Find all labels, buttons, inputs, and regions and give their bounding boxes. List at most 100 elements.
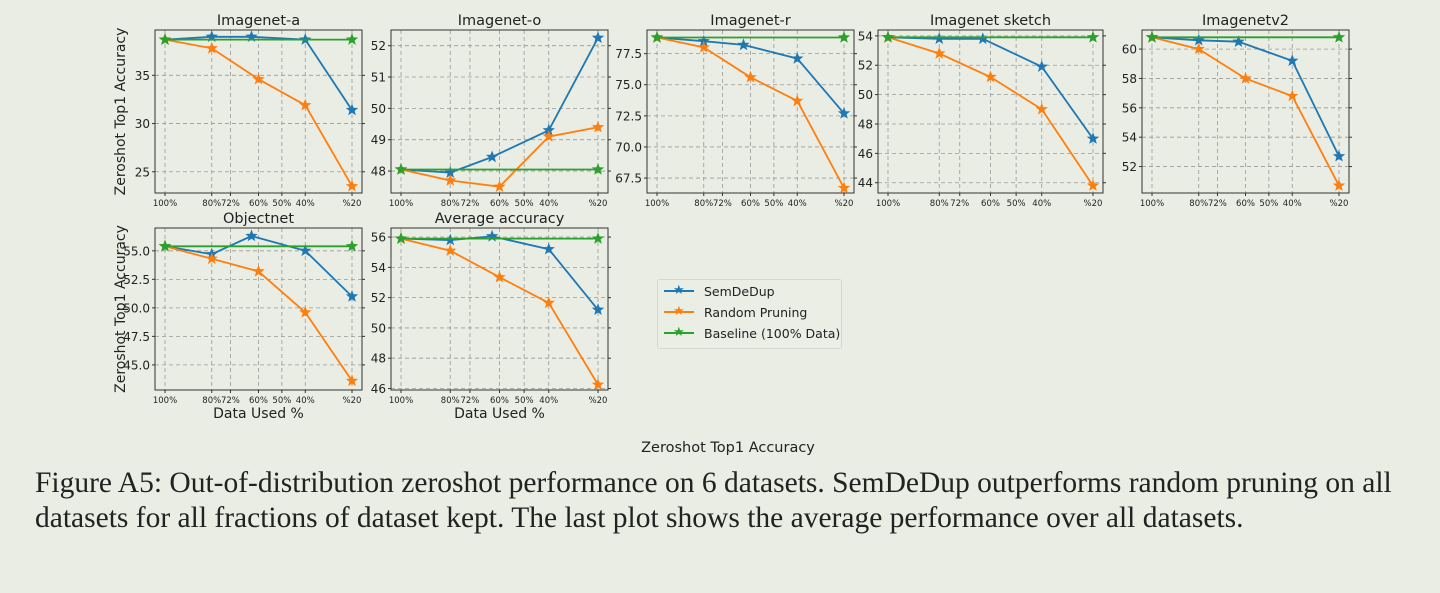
- data-point-semdedup: [1192, 33, 1205, 46]
- x-tick-label: 80%: [202, 396, 221, 406]
- data-point-semdedup: [542, 242, 555, 255]
- data-point-random-pruning: [345, 374, 359, 387]
- data-point-random-pruning: [1086, 179, 1100, 191]
- x-tick-label: 100%: [389, 199, 413, 209]
- data-point-random-pruning: [591, 378, 605, 390]
- x-axis-label: Data Used %: [454, 406, 545, 422]
- x-tick-label: 60%: [249, 396, 268, 406]
- subplot-title: Imagenet sketch: [930, 13, 1051, 29]
- y-tick-label: 52: [858, 59, 873, 73]
- y-tick-label: 52.5: [123, 273, 150, 287]
- chart-grid: 100% 80% 72% 60% 50% 40% %20253035Imagenet-aZe…: [113, 13, 1352, 422]
- x-tick-label: 72%: [713, 199, 732, 209]
- x-tick-label: 80%: [441, 396, 460, 406]
- x-tick-label: 80%: [1189, 199, 1208, 209]
- data-point-baseline-100-data-: [394, 232, 408, 244]
- legend-item-semdedup: ★ SemDeDup: [664, 281, 841, 301]
- y-tick-label: 50.0: [123, 301, 150, 315]
- data-point-random-pruning: [1286, 89, 1299, 102]
- subplot-title: Imagenet-o: [458, 13, 542, 29]
- data-point-random-pruning: [299, 305, 312, 318]
- y-tick-label: 44: [858, 176, 873, 190]
- x-tick-label: 80%: [694, 199, 713, 209]
- x-tick-label: 72%: [221, 199, 240, 209]
- data-point-random-pruning: [444, 174, 457, 186]
- y-tick-label: 47.5: [123, 330, 150, 344]
- data-point-semdedup: [245, 30, 258, 42]
- data-point-random-pruning: [345, 179, 359, 192]
- data-point-semdedup: [1086, 132, 1100, 144]
- plot-frame: [646, 29, 855, 194]
- data-point-random-pruning: [1192, 42, 1205, 55]
- y-tick-label: 35: [135, 69, 150, 83]
- y-tick-label: 54: [371, 261, 386, 275]
- data-point-semdedup: [345, 290, 359, 302]
- data-point-random-pruning: [1332, 179, 1346, 191]
- y-tick-label: 25: [135, 165, 150, 179]
- y-tick-label: 48: [371, 165, 386, 179]
- data-point-semdedup: [697, 34, 710, 47]
- subplot-title: Imagenet-r: [710, 13, 790, 29]
- y-tick-label: 56: [1122, 101, 1137, 115]
- legend: ★ SemDeDup ★ Random Pruning ★ Baseline (100…: [657, 279, 842, 349]
- data-point-random-pruning: [542, 130, 555, 142]
- data-point-baseline-100-data-: [158, 33, 172, 45]
- data-point-baseline-100-data-: [650, 31, 664, 43]
- data-point-semdedup: [345, 103, 359, 116]
- subplot-objectnet: 100% 80% 72% 60% 50% 40% %20 45.0 47.5 50.0 52.5 55…: [113, 211, 365, 422]
- data-point-baseline-100-data-: [1332, 30, 1346, 43]
- data-point-random-pruning: [837, 181, 851, 194]
- plot-frame: [1141, 29, 1350, 194]
- data-point-semdedup: [591, 31, 605, 44]
- plot-frame: [154, 227, 363, 391]
- data-point-semdedup: [1332, 149, 1346, 162]
- data-point-random-pruning: [205, 252, 218, 265]
- x-tick-label: %20: [589, 199, 608, 209]
- y-tick-label: 56: [371, 231, 386, 245]
- y-tick-label: 48: [371, 352, 386, 366]
- y-tick-label: 75.0: [615, 78, 642, 92]
- y-tick-label: 60: [1122, 43, 1137, 57]
- data-point-random-pruning: [1239, 72, 1252, 84]
- data-point-random-pruning: [542, 296, 555, 309]
- plot-frame: [154, 29, 363, 194]
- subplot-average-accuracy: 100% 80% 72% 60% 50% 40% %20 46 48 50 52 54 56 Averag…: [371, 211, 611, 422]
- x-tick-label: 100%: [153, 396, 177, 406]
- data-point-semdedup: [1286, 54, 1299, 67]
- x-tick-label: 80%: [930, 199, 949, 209]
- figure-label: Zeroshot Top1 Accuracy: [641, 440, 815, 456]
- y-tick-label: 52: [371, 291, 386, 305]
- data-point-semdedup: [1232, 35, 1245, 47]
- y-axis-label: Zeroshot Top1 Accuracy: [113, 28, 129, 196]
- y-tick-label: 67.5: [615, 172, 642, 186]
- data-point-baseline-100-data-: [1086, 30, 1100, 43]
- data-point-semdedup: [444, 166, 457, 178]
- data-point-random-pruning: [493, 180, 506, 192]
- x-tick-label: 60%: [490, 396, 509, 406]
- x-tick-label: 60%: [981, 199, 1000, 209]
- y-axis-label: Zeroshot Top1 Accuracy: [113, 225, 129, 393]
- x-tick-label: 60%: [741, 199, 760, 209]
- y-tick-label: 50: [371, 321, 386, 335]
- y-tick-label: 51: [371, 71, 386, 85]
- star-icon: ★: [673, 325, 685, 340]
- data-point-baseline-100-data-: [881, 30, 895, 43]
- data-point-baseline-100-data-: [158, 239, 172, 252]
- data-point-semdedup: [791, 52, 804, 64]
- data-point-semdedup: [299, 244, 312, 257]
- x-tick-label: 50%: [515, 396, 534, 406]
- x-tick-label: 60%: [490, 199, 509, 209]
- data-point-random-pruning: [591, 120, 605, 133]
- subplot-imagenet-r: 100% 80% 72% 60% 50% 40% %20 67.5 70.0 72.5 75.0 77…: [615, 13, 857, 209]
- x-tick-label: 40%: [1032, 199, 1051, 209]
- data-point-semdedup: [591, 303, 605, 315]
- data-point-semdedup: [837, 106, 851, 119]
- data-point-semdedup: [485, 229, 499, 242]
- data-point-baseline-100-data-: [394, 163, 408, 175]
- y-tick-label: 72.5: [615, 109, 642, 123]
- y-tick-label: 54: [858, 29, 873, 43]
- data-point-baseline-100-data-: [345, 33, 359, 45]
- data-point-random-pruning: [299, 98, 312, 111]
- subplot-imagenet-sketch: 100% 80% 72% 60% 50% 40% %20 44 46 48 50 52 54 Imagen…: [858, 13, 1106, 209]
- x-tick-label: 80%: [202, 199, 221, 209]
